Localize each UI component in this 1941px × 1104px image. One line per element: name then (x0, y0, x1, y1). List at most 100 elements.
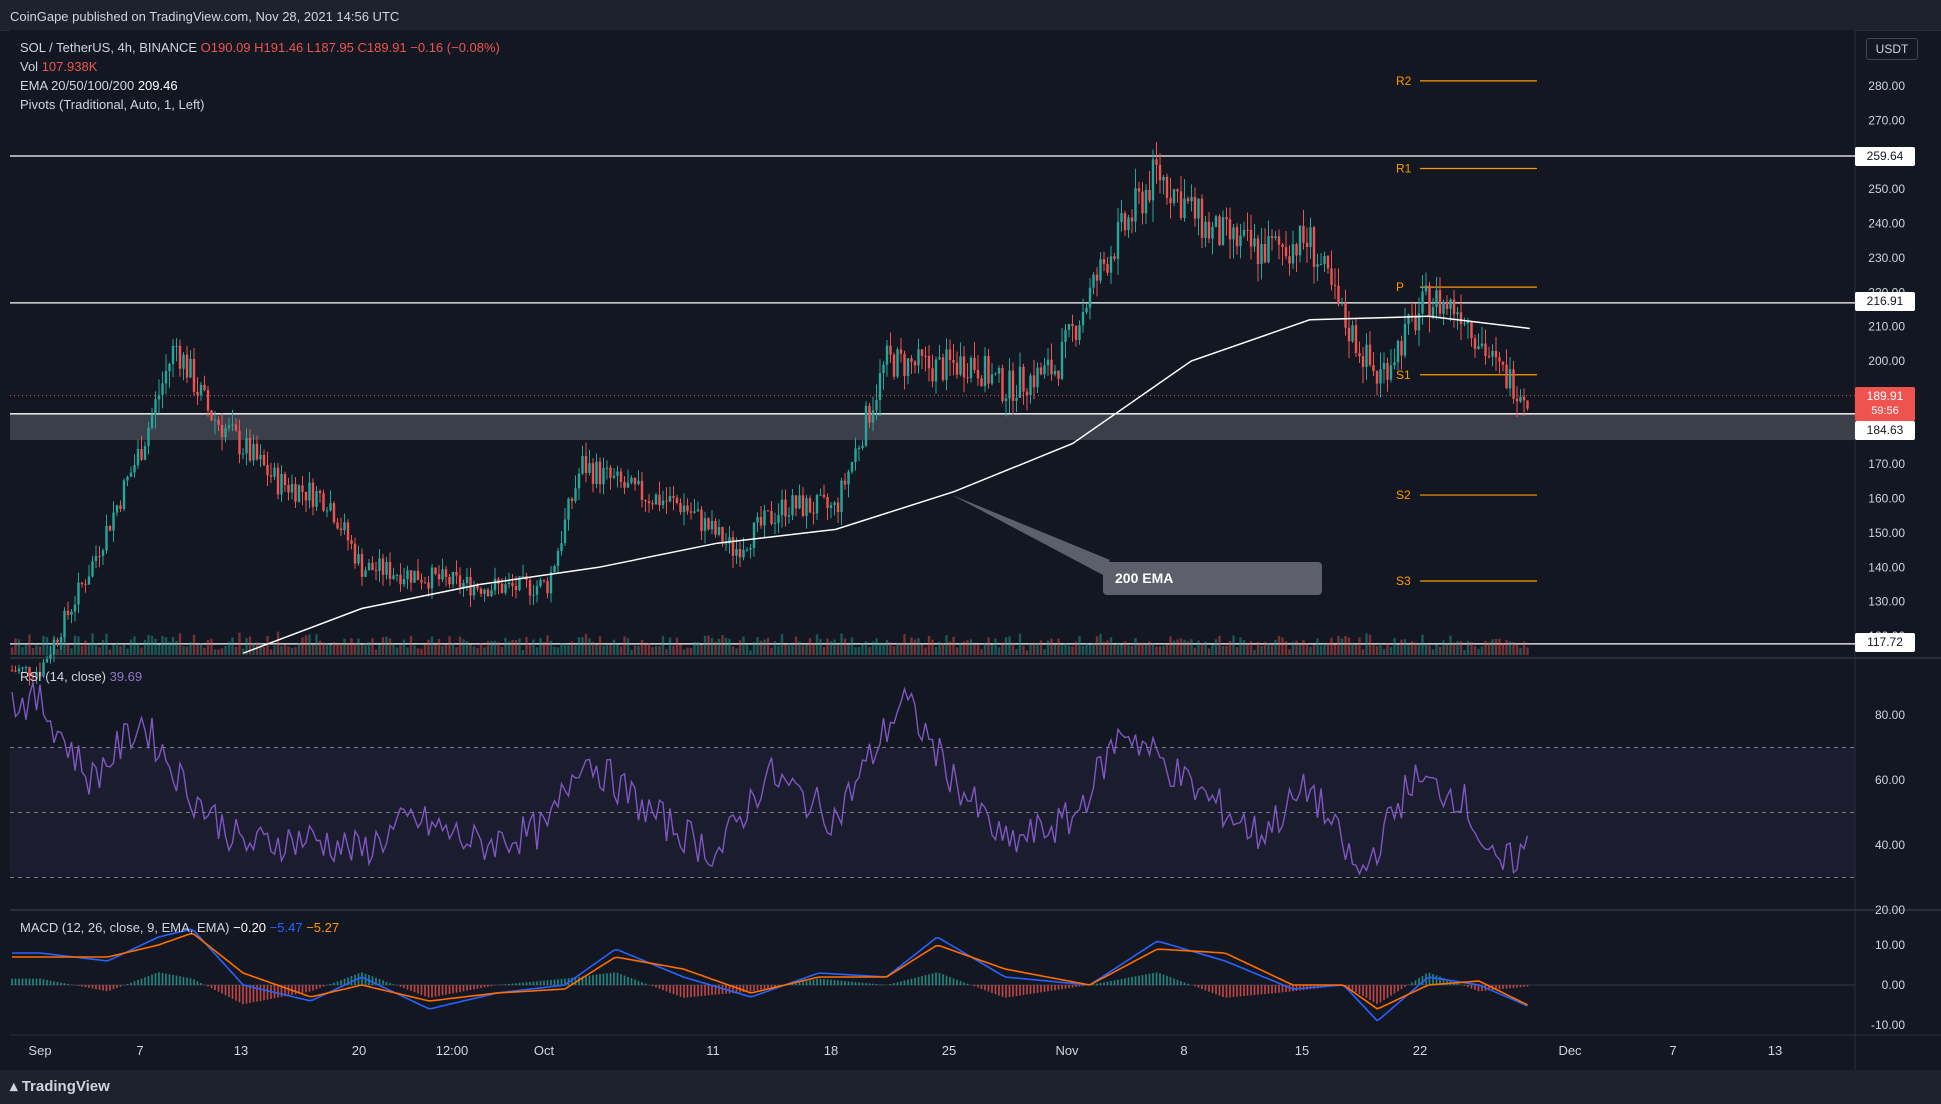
pivots-label[interactable]: Pivots (Traditional, Auto, 1, Left) (20, 97, 205, 112)
volume-bar (560, 643, 563, 655)
candle-body (703, 518, 707, 531)
macd-label[interactable]: MACD (12, 26, close, 9, EMA, EMA) (20, 920, 230, 935)
rsi-tick-label: 60.00 (1875, 773, 1905, 787)
candle-body (1295, 244, 1298, 256)
volume-bar (1165, 644, 1169, 655)
candle-body (871, 410, 875, 423)
volume-bar (136, 642, 140, 655)
volume-bar (1130, 645, 1134, 655)
volume-bar (910, 637, 913, 655)
candle-body (661, 500, 665, 506)
volume-bar (780, 634, 784, 655)
candle-body (479, 588, 483, 594)
support-zone (10, 413, 1855, 441)
symbol-label[interactable]: SOL / TetherUS, 4h, BINANCE (20, 40, 198, 55)
volume-bar (297, 643, 301, 655)
time-tick-label: Oct (534, 1043, 555, 1058)
candle-body (357, 553, 360, 564)
volume-bar (1190, 639, 1193, 655)
rsi-label[interactable]: RSI (14, close) (20, 669, 106, 684)
volume-bar (742, 636, 745, 655)
candle-body (1078, 325, 1081, 340)
candle-body (413, 570, 416, 583)
volume-bar (465, 641, 469, 655)
candle-body (441, 569, 444, 580)
candle-body (885, 345, 889, 365)
volume-label[interactable]: Vol (20, 59, 39, 74)
candle-body (542, 579, 546, 581)
candle-body (248, 437, 252, 461)
time-tick-label: 11 (706, 1043, 720, 1058)
candle-body (721, 527, 724, 544)
volume-bar (374, 649, 378, 655)
candle-body (889, 345, 892, 355)
rsi-tick-label: 40.00 (1875, 838, 1905, 852)
volume-bar (1396, 644, 1400, 655)
candle-body (906, 358, 910, 377)
volume-bar (801, 645, 805, 655)
volume-bar (707, 635, 710, 655)
candle-body (1351, 325, 1354, 342)
candle-body (717, 527, 721, 535)
volume-bar (637, 645, 640, 655)
volume-bar (826, 638, 829, 655)
volume-bar (406, 647, 409, 655)
volume-bar (1022, 645, 1025, 655)
volume-bar (1417, 643, 1421, 655)
candle-body (1396, 340, 1400, 363)
candle-body (605, 467, 609, 469)
volume-bar (1361, 649, 1365, 655)
candle-body (773, 522, 777, 524)
candle-body (245, 437, 248, 454)
candle-body (1043, 365, 1046, 375)
volume-bar (917, 638, 920, 655)
volume-bar (1309, 646, 1312, 655)
volume-bar (672, 645, 675, 655)
candle-body (843, 480, 847, 485)
volume-bar (206, 640, 210, 655)
volume-bar (889, 642, 892, 655)
volume-bar (434, 644, 437, 655)
candle-body (609, 467, 612, 478)
time-tick-label: 7 (1669, 1043, 1676, 1058)
volume-bar (868, 646, 871, 655)
candle-body (1277, 236, 1281, 245)
candle-body (504, 584, 507, 593)
volume-bar (1134, 638, 1137, 655)
candle-body (1386, 362, 1389, 380)
candle-body (1207, 221, 1211, 239)
candle-body (1141, 191, 1144, 214)
candle-body (875, 399, 878, 411)
candle-body (896, 349, 899, 377)
volume-bar (1428, 645, 1431, 655)
candle-body (80, 582, 84, 584)
volume-bar (1459, 641, 1463, 655)
tradingview-logo[interactable]: ▴ TradingView (10, 1077, 110, 1095)
candle-body (598, 461, 602, 485)
volume-bar (1344, 635, 1347, 655)
candle-body (745, 549, 749, 551)
time-tick-label: 25 (942, 1043, 956, 1058)
volume-bar (693, 641, 696, 655)
candle-body (616, 471, 619, 476)
candle-body (927, 356, 931, 369)
volume-bar (871, 641, 875, 655)
candle-body (784, 499, 787, 517)
candle-body (514, 586, 518, 591)
volume-bar (1358, 637, 1361, 655)
volume-bar (1074, 641, 1078, 655)
volume-bar (462, 639, 465, 655)
volume-bar (885, 639, 889, 655)
volume-bar (1477, 648, 1480, 655)
volume-bar (476, 647, 479, 655)
ema-annotation[interactable]: 200 EMA (1103, 562, 1322, 595)
ema-label[interactable]: EMA 20/50/100/200 (20, 78, 135, 93)
candle-body (651, 503, 654, 505)
currency-button[interactable]: USDT (1866, 38, 1918, 60)
volume-bar (833, 639, 836, 655)
candle-body (1449, 299, 1452, 309)
main-legend: SOL / TetherUS, 4h, BINANCE O190.09 H191… (20, 38, 500, 114)
candle-body (1246, 229, 1249, 231)
candle-body (1456, 312, 1459, 315)
